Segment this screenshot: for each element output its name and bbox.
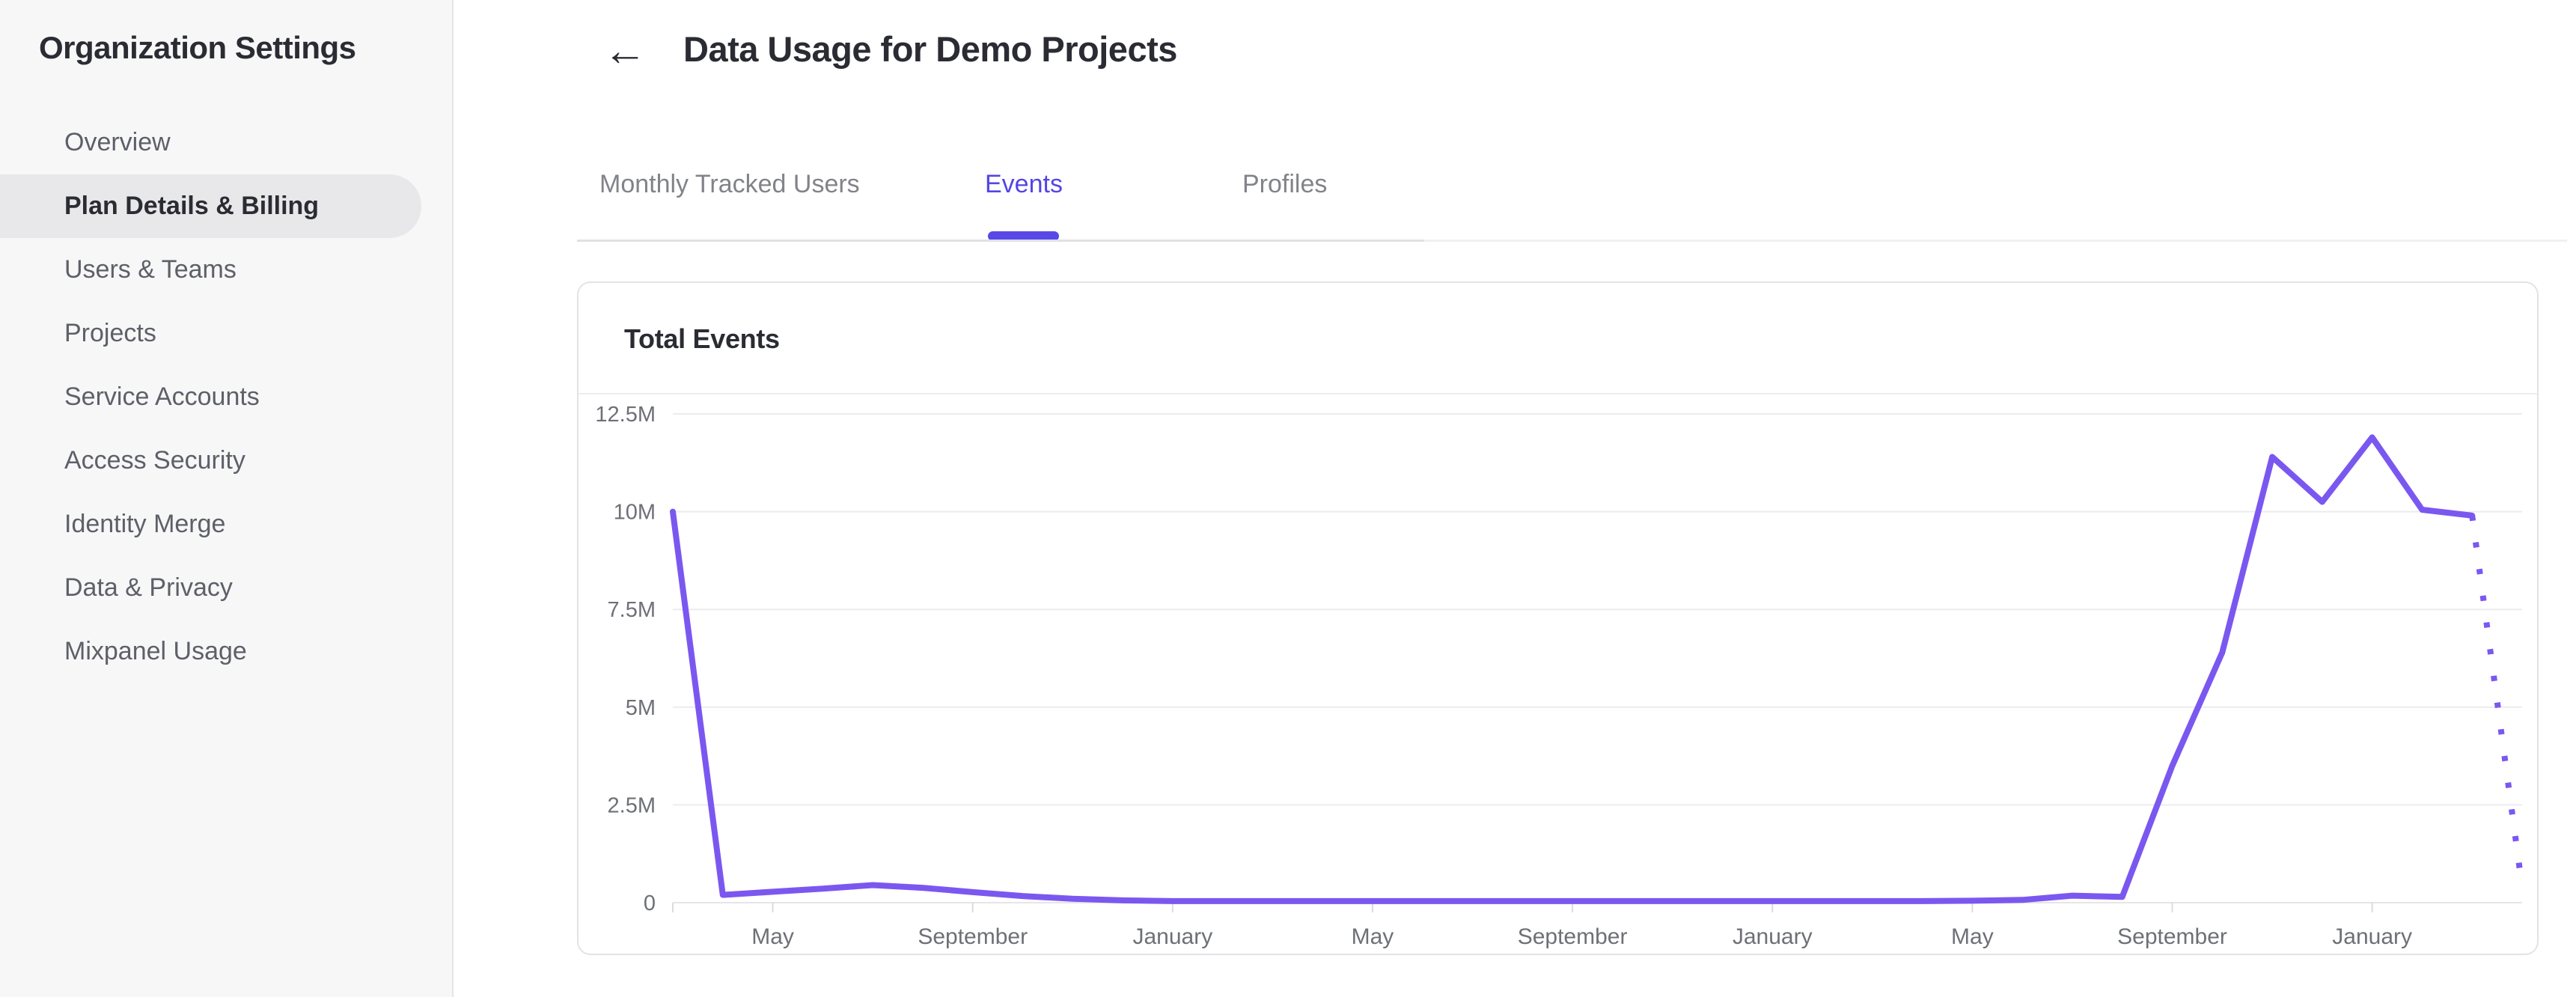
sidebar-nav: Overview Plan Details & Billing Users & Te… xyxy=(0,111,421,683)
sidebar-item-overview[interactable]: Overview xyxy=(64,128,171,156)
back-arrow-icon[interactable]: ← xyxy=(603,26,647,75)
sidebar-item-data-and-privacy[interactable]: Data & Privacy xyxy=(64,573,233,602)
x-axis-label: September xyxy=(1518,924,1628,949)
x-axis-label: September xyxy=(2117,924,2227,949)
tabs-divider xyxy=(577,240,1424,242)
y-axis-label: 12.5M xyxy=(595,403,656,427)
sidebar-item-identity-merge[interactable]: Identity Merge xyxy=(64,510,226,538)
y-axis-label: 5M xyxy=(626,696,656,720)
tab-profiles[interactable]: Profiles xyxy=(1242,170,1328,198)
total-events-card: Total Events 12.5M 10M 7.5M 5M 2.5M 0 May Septe… xyxy=(577,281,2539,955)
card-header-divider xyxy=(579,393,2537,394)
sidebar-item-mixpanel-usage[interactable]: Mixpanel Usage xyxy=(64,637,247,665)
y-axis-label: 10M xyxy=(614,501,656,525)
x-axis-label: May xyxy=(1951,924,1994,949)
x-axis-label: January xyxy=(1132,924,1212,949)
page-title: Data Usage for Demo Projects xyxy=(683,29,1177,69)
sidebar-item-plan-details-and-billing[interactable]: Plan Details & Billing xyxy=(0,174,421,238)
y-axis-label: 7.5M xyxy=(608,598,656,622)
organization-settings-sidebar: Organization Settings Overview Plan Detai… xyxy=(0,0,454,997)
active-tab-indicator xyxy=(988,231,1059,241)
sidebar-item-users-and-teams[interactable]: Users & Teams xyxy=(64,255,236,284)
total-events-chart: 12.5M 10M 7.5M 5M 2.5M 0 May September January Ma… xyxy=(595,403,2525,949)
x-axis-label: May xyxy=(1352,924,1394,949)
events-line xyxy=(670,434,2476,904)
tab-events[interactable]: Events xyxy=(985,170,1063,198)
y-axis-label: 0 xyxy=(644,891,656,915)
chart-title: Total Events xyxy=(624,323,780,354)
y-axis-label: 2.5M xyxy=(608,793,656,817)
x-axis-label: January xyxy=(2332,924,2412,949)
x-axis-label: September xyxy=(918,924,1028,949)
sidebar-item-access-security[interactable]: Access Security xyxy=(64,446,245,475)
events-line-projection-dotted xyxy=(2469,515,2525,888)
sidebar-item-projects[interactable]: Projects xyxy=(64,319,156,347)
tabs-divider-extension xyxy=(1424,240,2567,242)
x-axis-label: May xyxy=(751,924,794,949)
tab-monthly-tracked-users[interactable]: Monthly Tracked Users xyxy=(599,170,860,198)
sidebar-item-service-accounts[interactable]: Service Accounts xyxy=(64,382,260,411)
sidebar-title: Organization Settings xyxy=(39,30,356,65)
x-axis-label: January xyxy=(1733,924,1813,949)
